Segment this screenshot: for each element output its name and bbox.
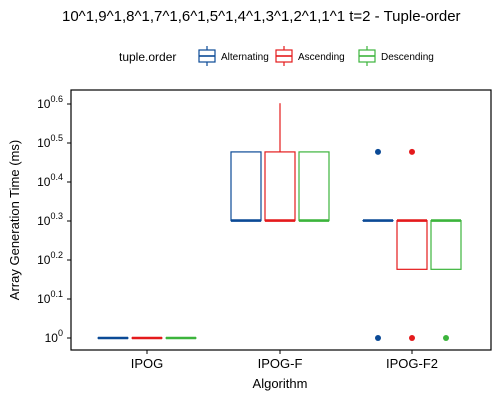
- box: [396, 219, 428, 270]
- y-tick-label: 100.2: [37, 250, 63, 267]
- y-tick-exponent: 0.4: [50, 172, 63, 182]
- y-tick-label: 100.1: [37, 289, 63, 306]
- boxplot-series: [97, 103, 462, 341]
- y-tick-base: 10: [37, 292, 51, 306]
- y-tick-exponent: 0.5: [50, 133, 63, 143]
- legend-label: Alternating: [221, 52, 269, 63]
- y-tick-label: 100.5: [37, 133, 63, 150]
- y-tick-exponent: 0.6: [50, 94, 63, 104]
- y-tick-label: 100.4: [37, 172, 63, 189]
- x-axis-label: Algorithm: [253, 376, 308, 391]
- y-tick-base: 10: [37, 97, 51, 111]
- x-tick-label: IPOG: [131, 356, 164, 371]
- y-tick-base: 10: [45, 331, 59, 345]
- x-tick-label: IPOG-F: [258, 356, 303, 371]
- x-axis: IPOG IPOG-F IPOG-F2: [131, 350, 438, 371]
- outlier-point: [409, 335, 415, 341]
- outlier-point: [409, 148, 415, 155]
- y-tick-label: 100.6: [37, 94, 63, 111]
- y-tick-label: 100.3: [37, 211, 63, 228]
- y-tick-base: 10: [37, 175, 51, 189]
- legend: tuple.order Alternating Ascending Descendi…: [119, 46, 434, 66]
- y-tick-exponent: 0.3: [50, 211, 63, 221]
- outlier-point: [375, 335, 381, 341]
- y-tick-base: 10: [37, 253, 51, 267]
- box: [298, 151, 330, 222]
- box: [264, 151, 296, 222]
- chart-title: 10^1,9^1,8^1,7^1,6^1,5^1,4^1,3^1,2^1,1^1…: [62, 8, 461, 25]
- outlier-point: [443, 335, 449, 341]
- series-ascending: [131, 103, 428, 341]
- legend-item-alternating: Alternating: [198, 46, 269, 66]
- legend-item-descending: Descending: [358, 46, 434, 66]
- y-tick-label: 100: [45, 328, 63, 345]
- box: [230, 151, 262, 222]
- series-descending: [165, 151, 462, 341]
- y-tick-base: 10: [37, 136, 51, 150]
- legend-label: Ascending: [298, 52, 345, 63]
- legend-item-ascending: Ascending: [275, 46, 345, 66]
- y-tick-exponent: 0.2: [50, 250, 63, 260]
- series-alternating: [97, 148, 394, 341]
- y-tick-exponent: 0.1: [50, 289, 63, 299]
- legend-title: tuple.order: [119, 50, 176, 64]
- legend-label: Descending: [381, 52, 434, 63]
- y-tick-base: 10: [37, 214, 51, 228]
- box: [430, 219, 462, 270]
- y-axis-label: Array Generation Time (ms): [7, 140, 22, 300]
- x-tick-label: IPOG-F2: [386, 356, 438, 371]
- y-tick-exponent: 0: [58, 328, 63, 338]
- outlier-point: [375, 148, 381, 155]
